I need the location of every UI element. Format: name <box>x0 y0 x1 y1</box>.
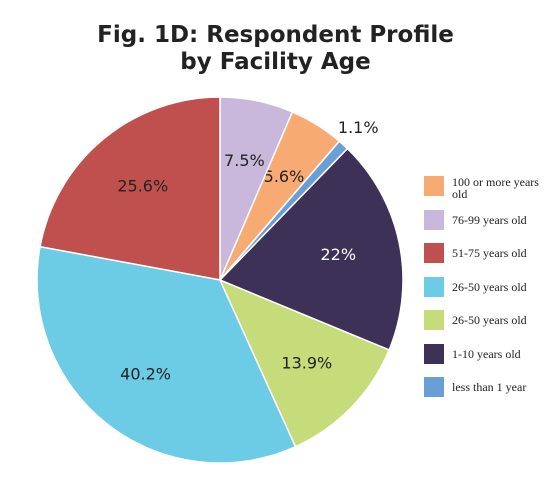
pie-slice <box>218 147 404 351</box>
legend-label: 1-10 years old <box>452 346 521 361</box>
legend-swatch <box>424 209 444 230</box>
legend-label: 26-50 years old <box>452 313 527 327</box>
slice-label: 13.9% <box>281 353 332 372</box>
slice-label: 22% <box>320 245 356 264</box>
slice-label: 7.5% <box>224 151 265 170</box>
legend-label: 100 or more years old <box>452 175 539 201</box>
legend-label: 26-50 years old <box>452 279 527 294</box>
legend-swatch <box>424 243 444 263</box>
pie-slice <box>218 278 391 448</box>
legend-label: less than 1 year <box>452 380 527 394</box>
legend-swatch <box>424 377 444 397</box>
legend-swatch <box>424 343 444 364</box>
legend-swatch <box>424 310 444 330</box>
legend-swatch <box>424 276 444 297</box>
pie-slice <box>219 140 349 281</box>
slice-label: 25.6% <box>117 177 168 196</box>
legend-swatch <box>424 176 444 196</box>
chart-title: Fig. 1D: Respondent Profile by Facility … <box>97 22 454 75</box>
pie-slice <box>36 245 297 464</box>
slice-label: 1.1% <box>338 118 379 137</box>
legend-label: 76-99 years old <box>452 212 527 227</box>
legend-label: 51-75 years old <box>452 246 527 260</box>
slice-label: 40.2% <box>120 365 171 384</box>
pie-slice <box>39 96 221 281</box>
slice-label: 5.6% <box>264 167 305 186</box>
